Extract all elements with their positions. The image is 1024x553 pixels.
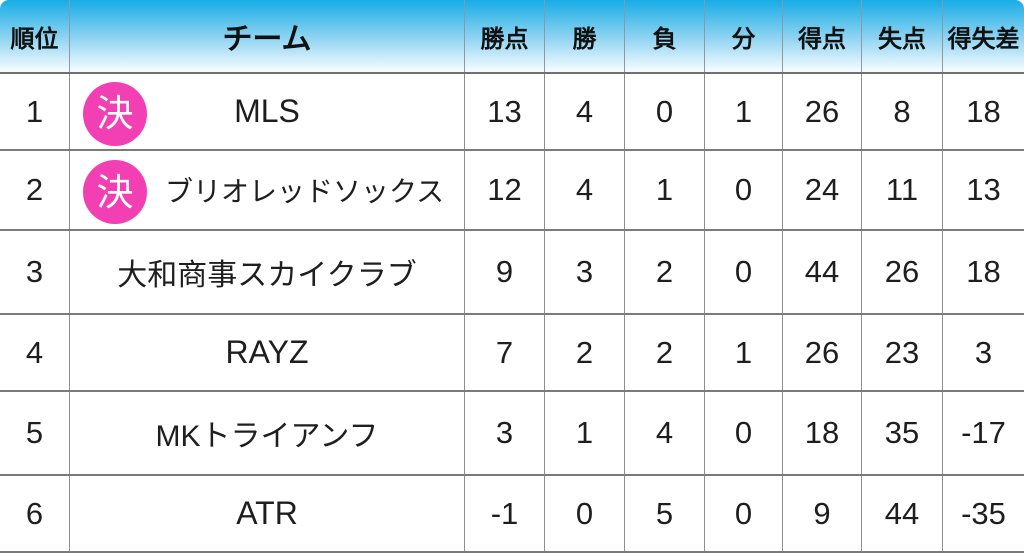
draws-cell: 0 [705, 231, 783, 313]
table-header-row: 順位 チーム 勝点 勝 負 分 得点 失点 得失差 [0, 0, 1024, 74]
goals-against-cell: 11 [862, 151, 943, 229]
team-cell: 大和商事スカイクラブ [70, 231, 465, 313]
losses-cell: 0 [625, 74, 705, 149]
team-cell: MKトライアンフ [70, 392, 465, 474]
goals-against-cell: 35 [862, 392, 943, 474]
goal-diff-cell: -35 [961, 495, 1006, 531]
goal-diff-cell: 18 [966, 254, 1001, 289]
rank-cell: 2 [0, 151, 70, 229]
team-name: ブリオレッドソックス [165, 176, 445, 207]
header-team: チーム [70, 0, 465, 72]
wins-cell: 2 [545, 315, 625, 390]
team-name: MLS [234, 93, 300, 129]
goal-diff-cell: -17 [961, 415, 1006, 450]
header-goal-diff: 得失差 [947, 25, 1020, 53]
team-cell: 決 MLS [70, 74, 465, 149]
header-losses: 負 [625, 0, 705, 72]
points-cell: 12 [465, 151, 545, 229]
wins-cell: 0 [545, 476, 625, 551]
points-cell: 7 [465, 315, 545, 390]
team-name: 大和商事スカイクラブ [117, 259, 417, 292]
draws-cell: 0 [705, 392, 783, 474]
table-row: 4 RAYZ 7 2 2 1 26 23 3 [0, 315, 1024, 392]
header-draws: 分 [705, 0, 783, 72]
goals-against-cell: 8 [862, 74, 943, 149]
goals-against-cell: 44 [862, 476, 943, 551]
goals-for-cell: 44 [783, 231, 862, 313]
header-goals-against: 失点 [862, 0, 943, 72]
goal-diff-cell: 13 [966, 172, 1001, 207]
goal-diff-cell: 18 [966, 93, 1001, 129]
header-wins: 勝 [545, 0, 625, 72]
table-row: 5 MKトライアンフ 3 1 4 0 18 35 -17 [0, 392, 1024, 476]
rank-cell: 5 [0, 392, 70, 474]
team-name: RAYZ [225, 334, 309, 370]
wins-cell: 4 [545, 74, 625, 149]
team-name: MKトライアンフ [155, 420, 379, 453]
goals-for-cell: 9 [783, 476, 862, 551]
wins-cell: 3 [545, 231, 625, 313]
table-row: 2 決 ブリオレッドソックス 12 4 1 0 24 11 13 [0, 151, 1024, 231]
rank-cell: 3 [0, 231, 70, 313]
goal-diff-cell: 3 [974, 334, 993, 370]
losses-cell: 5 [625, 476, 705, 551]
team-name: ATR [236, 495, 298, 531]
wins-cell: 4 [545, 151, 625, 229]
goals-against-cell: 26 [862, 231, 943, 313]
draws-cell: 0 [705, 151, 783, 229]
draws-cell: 1 [705, 315, 783, 390]
losses-cell: 2 [625, 315, 705, 390]
goals-against-cell: 23 [862, 315, 943, 390]
qualified-badge: 決 [83, 81, 147, 146]
team-cell: ATR [70, 476, 465, 551]
team-cell: RAYZ [70, 315, 465, 390]
header-points: 勝点 [465, 0, 545, 72]
losses-cell: 4 [625, 392, 705, 474]
team-cell: 決 ブリオレッドソックス [70, 151, 465, 229]
rank-cell: 6 [0, 476, 70, 551]
table-row: 6 ATR -1 0 5 0 9 44 -35 [0, 476, 1024, 553]
points-cell: 13 [465, 74, 545, 149]
table-row: 1 決 MLS 13 4 0 1 26 8 18 [0, 74, 1024, 151]
goals-for-cell: 18 [783, 392, 862, 474]
losses-cell: 1 [625, 151, 705, 229]
rank-cell: 1 [0, 74, 70, 149]
points-cell: 3 [465, 392, 545, 474]
points-cell: 9 [465, 231, 545, 313]
goals-for-cell: 26 [783, 315, 862, 390]
header-rank: 順位 [0, 0, 70, 72]
goals-for-cell: 24 [783, 151, 862, 229]
qualified-badge: 決 [83, 160, 147, 224]
draws-cell: 1 [705, 74, 783, 149]
rank-cell: 4 [0, 315, 70, 390]
wins-cell: 1 [545, 392, 625, 474]
table-row: 3 大和商事スカイクラブ 9 3 2 0 44 26 18 [0, 231, 1024, 315]
points-cell: -1 [465, 476, 545, 551]
losses-cell: 2 [625, 231, 705, 313]
header-goals-for: 得点 [783, 0, 862, 72]
draws-cell: 0 [705, 476, 783, 551]
goals-for-cell: 26 [783, 74, 862, 149]
